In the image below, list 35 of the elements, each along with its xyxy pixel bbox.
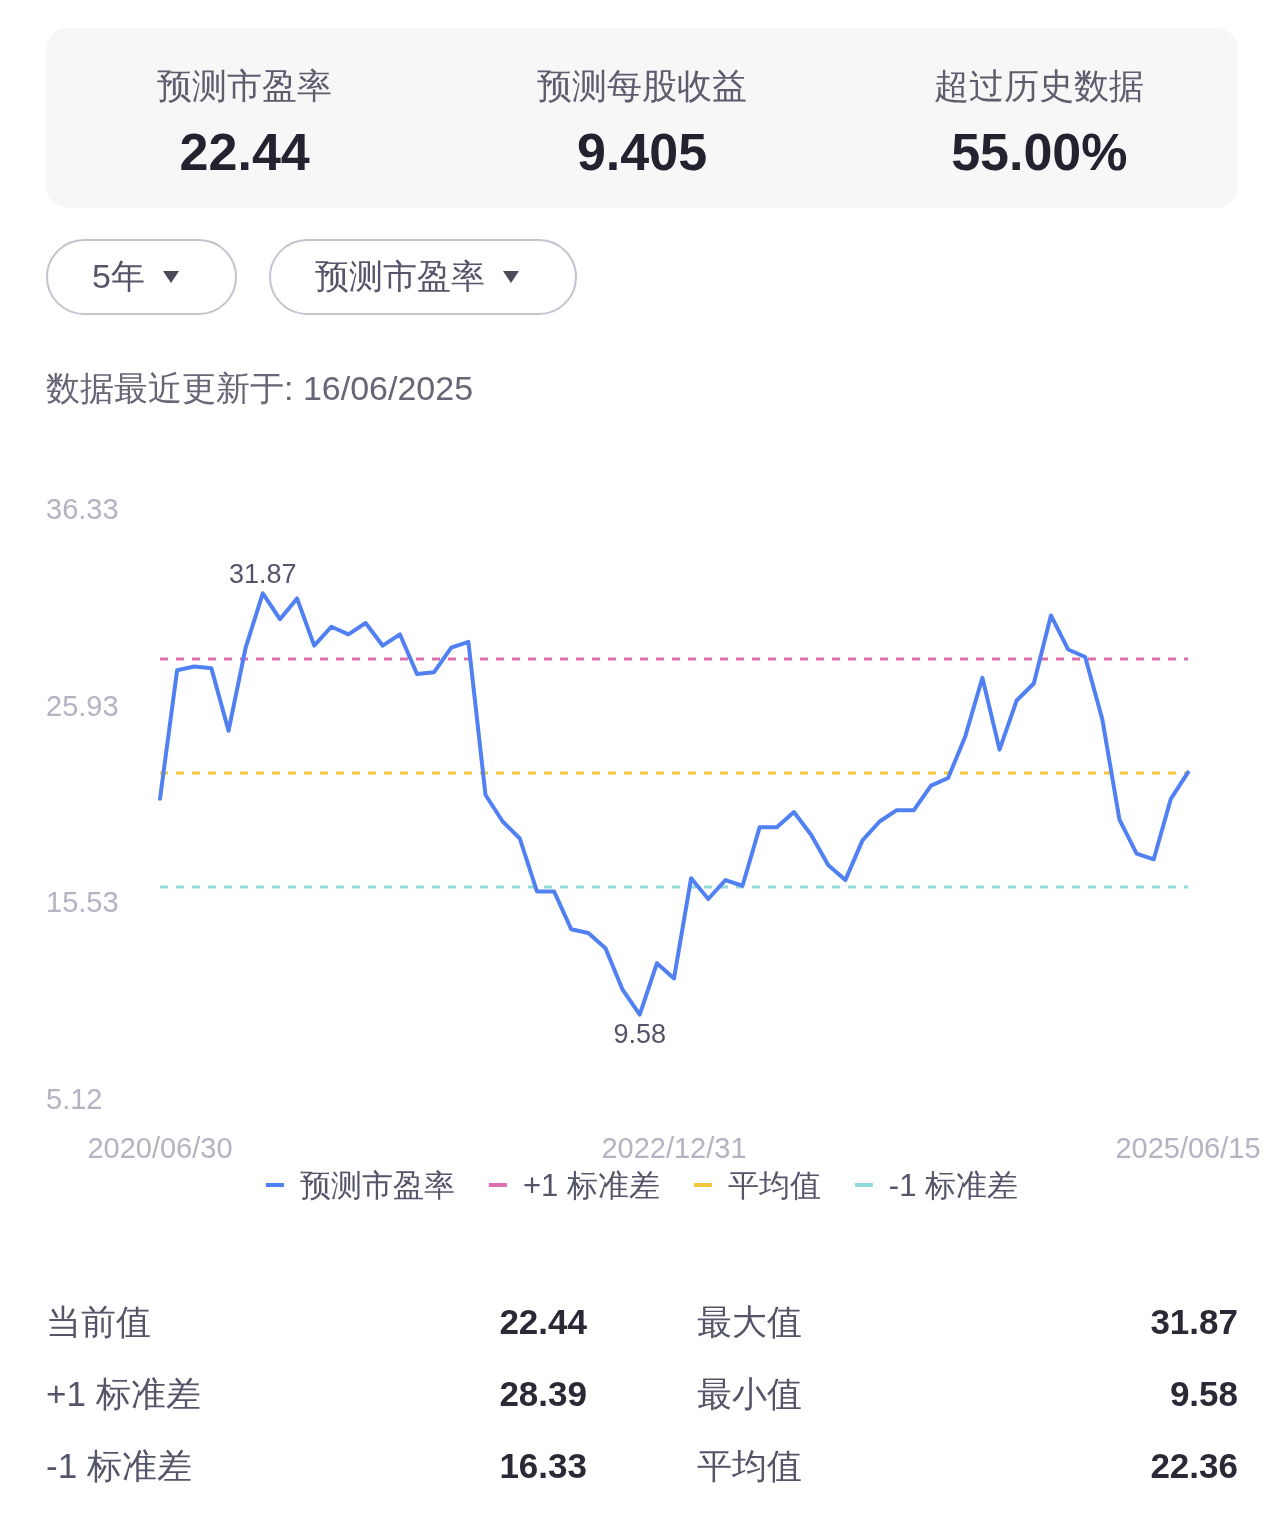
text: +1 标准差	[46, 1372, 201, 1415]
chart-subtitle: 数据最近更新于: 16/06/2025	[46, 368, 474, 408]
y-tick-label: 5.12	[46, 1083, 103, 1115]
data-label: 9.58	[613, 1018, 667, 1049]
text: 预测市盈率	[314, 256, 485, 297]
text: 22.36	[1150, 1446, 1238, 1486]
text: 超过历史数据	[933, 65, 1146, 107]
text: 9.405	[575, 122, 709, 182]
legend-label: +1 标准差	[522, 1167, 660, 1203]
legend-label: 预测市盈率	[299, 1167, 455, 1203]
legend-label: 平均值	[727, 1167, 821, 1203]
x-tick-label: 2022/12/31	[601, 1132, 747, 1164]
text: 22.44	[499, 1302, 587, 1342]
text: 预测每股收益	[536, 65, 748, 107]
y-tick-label: 36.33	[46, 493, 119, 525]
text: 9.58	[1169, 1374, 1238, 1414]
legend-label: -1 标准差	[888, 1167, 1019, 1203]
y-tick-label: 15.53	[46, 886, 119, 919]
text: 预测市盈率	[156, 65, 334, 107]
data-label: 31.87	[229, 559, 297, 590]
text: 最大值	[697, 1300, 802, 1343]
x-tick-label: 2025/06/15	[1115, 1132, 1261, 1164]
text: 5年	[92, 256, 145, 297]
text: -1 标准差	[46, 1444, 192, 1487]
text: 28.39	[499, 1374, 587, 1414]
line-series	[158, 591, 1190, 1017]
text: 22.44	[178, 122, 311, 182]
y-tick-label: 25.93	[46, 689, 119, 722]
text: 55.00%	[950, 122, 1129, 182]
text: 当前值	[46, 1300, 151, 1343]
x-tick-label: 2020/06/30	[87, 1132, 233, 1164]
text: 31.87	[1150, 1302, 1238, 1342]
text: 最小值	[697, 1372, 802, 1415]
text: 平均值	[697, 1444, 802, 1487]
text: 16.33	[499, 1446, 587, 1486]
